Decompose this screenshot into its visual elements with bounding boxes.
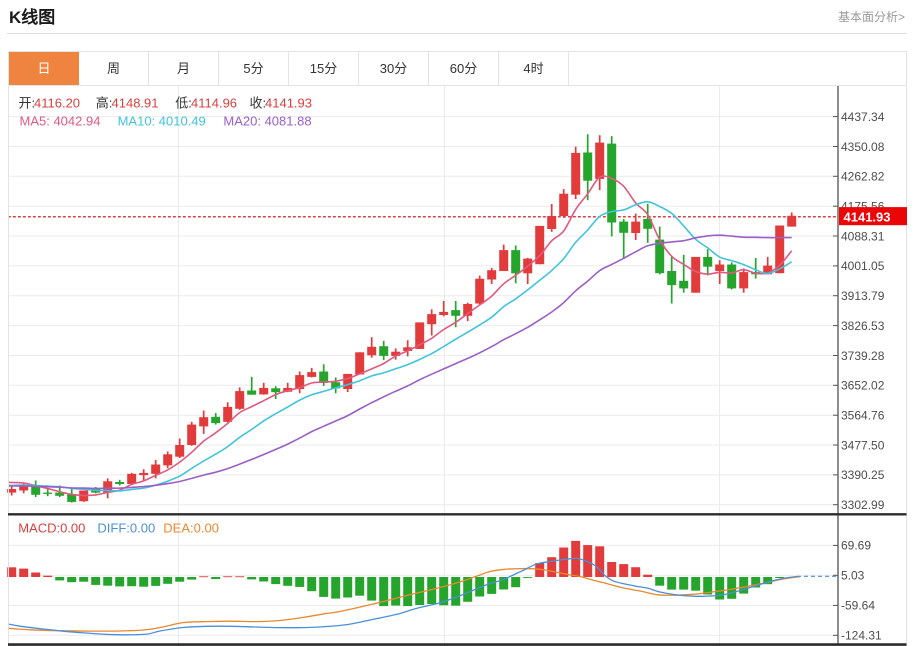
- svg-text:4114.96: 4114.96: [191, 96, 237, 111]
- svg-text:3826.53: 3826.53: [841, 319, 885, 333]
- svg-text:高:: 高:: [96, 96, 113, 111]
- svg-text:MA5: 4042.94: MA5: 4042.94: [20, 114, 101, 129]
- svg-text:4350.08: 4350.08: [841, 140, 885, 154]
- svg-text:MACD:0.00: MACD:0.00: [18, 521, 85, 536]
- svg-text:4141.93: 4141.93: [265, 96, 312, 111]
- svg-text:4148.91: 4148.91: [112, 96, 159, 111]
- svg-text:3739.28: 3739.28: [841, 349, 885, 363]
- svg-text:-124.31: -124.31: [841, 629, 882, 643]
- svg-text:-59.64: -59.64: [841, 599, 875, 613]
- svg-text:MA20: 4081.88: MA20: 4081.88: [223, 114, 311, 129]
- svg-text:4262.82: 4262.82: [841, 170, 885, 184]
- svg-text:3390.25: 3390.25: [841, 468, 885, 482]
- svg-text:4437.34: 4437.34: [841, 110, 885, 124]
- svg-text:4141.93: 4141.93: [844, 210, 891, 225]
- svg-text:69.69: 69.69: [841, 539, 871, 553]
- svg-text:4116.20: 4116.20: [34, 96, 80, 111]
- svg-text:开:: 开:: [19, 96, 36, 111]
- svg-text:3913.79: 3913.79: [841, 289, 885, 303]
- svg-text:MA10: 4010.49: MA10: 4010.49: [118, 114, 206, 129]
- svg-text:3652.02: 3652.02: [841, 379, 885, 393]
- svg-text:5.03: 5.03: [841, 569, 865, 583]
- svg-text:DIFF:0.00: DIFF:0.00: [97, 521, 155, 536]
- svg-text:3477.50: 3477.50: [841, 438, 885, 452]
- svg-text:4088.31: 4088.31: [841, 229, 885, 243]
- svg-text:低:: 低:: [175, 96, 192, 111]
- svg-text:DEA:0.00: DEA:0.00: [163, 521, 219, 536]
- svg-text:收:: 收:: [250, 96, 267, 111]
- svg-text:3302.99: 3302.99: [841, 498, 885, 512]
- svg-text:4001.05: 4001.05: [841, 259, 885, 273]
- svg-text:3564.76: 3564.76: [841, 409, 885, 423]
